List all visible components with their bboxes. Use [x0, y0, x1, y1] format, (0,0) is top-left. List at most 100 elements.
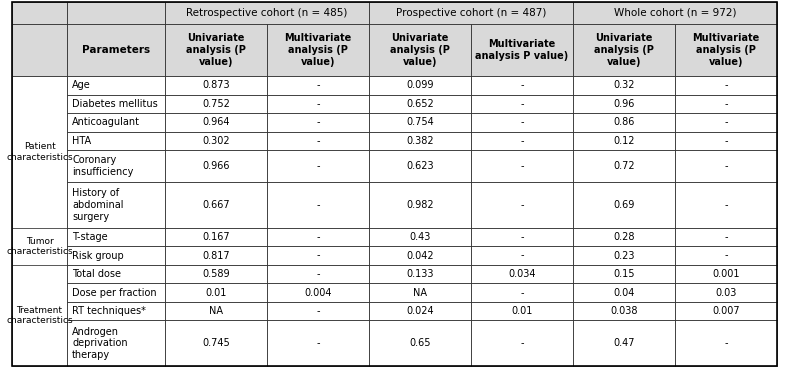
Bar [675, 150, 777, 182]
Text: 0.752: 0.752 [202, 99, 230, 109]
Bar [675, 228, 777, 246]
Bar [67, 283, 165, 302]
Text: -: - [316, 232, 320, 242]
Bar [267, 246, 369, 265]
Bar [369, 246, 471, 265]
Text: 0.652: 0.652 [406, 99, 434, 109]
Bar [675, 228, 777, 246]
Bar [165, 265, 267, 283]
Text: 0.745: 0.745 [202, 338, 230, 348]
Bar [165, 113, 267, 132]
Text: 0.667: 0.667 [202, 200, 230, 210]
Bar [267, 265, 369, 283]
Bar [12, 265, 67, 366]
Bar [67, 113, 165, 132]
Text: Anticoagulant: Anticoagulant [72, 117, 140, 127]
Bar [675, 94, 777, 113]
Text: 0.03: 0.03 [716, 288, 737, 298]
Text: -: - [316, 251, 320, 261]
Bar [471, 321, 573, 366]
Bar [573, 321, 675, 366]
Bar [573, 2, 777, 24]
Bar [675, 283, 777, 302]
Text: Multivariate
analysis P value): Multivariate analysis P value) [476, 39, 569, 61]
Bar [165, 246, 267, 265]
Text: -: - [724, 99, 727, 109]
Bar [471, 150, 573, 182]
Text: 0.964: 0.964 [202, 117, 230, 127]
Bar [369, 321, 471, 366]
Bar [369, 228, 471, 246]
Text: 0.69: 0.69 [613, 200, 634, 210]
Text: 0.034: 0.034 [508, 269, 536, 279]
Bar [675, 132, 777, 150]
Bar [12, 2, 67, 24]
Bar [573, 283, 675, 302]
Bar [573, 302, 675, 321]
Text: -: - [316, 161, 320, 171]
Bar [573, 246, 675, 265]
Bar [369, 265, 471, 283]
Bar [675, 321, 777, 366]
Bar [573, 2, 777, 24]
Bar [267, 76, 369, 94]
Text: Treatment
characteristics: Treatment characteristics [6, 306, 73, 325]
Bar [675, 302, 777, 321]
Text: Whole cohort (n = 972): Whole cohort (n = 972) [614, 8, 736, 18]
Bar [67, 265, 165, 283]
Text: 0.873: 0.873 [202, 80, 230, 90]
Bar [369, 132, 471, 150]
Text: Multivariate
analysis (P
value): Multivariate analysis (P value) [693, 34, 760, 66]
Bar [267, 321, 369, 366]
Text: 0.099: 0.099 [406, 80, 434, 90]
Bar [369, 132, 471, 150]
Text: -: - [520, 232, 524, 242]
Text: Univariate
analysis (P
value): Univariate analysis (P value) [594, 34, 654, 66]
Bar [471, 24, 573, 76]
Bar [267, 246, 369, 265]
Bar [67, 24, 165, 76]
Text: -: - [724, 200, 727, 210]
Bar [369, 94, 471, 113]
Bar [369, 2, 573, 24]
Text: HTA: HTA [72, 136, 91, 146]
Text: -: - [316, 117, 320, 127]
Text: Age: Age [72, 80, 91, 90]
Text: -: - [316, 80, 320, 90]
Text: -: - [316, 99, 320, 109]
Bar [675, 76, 777, 94]
Text: History of
abdominal
surgery: History of abdominal surgery [72, 189, 124, 221]
Bar [267, 113, 369, 132]
Text: 0.038: 0.038 [610, 306, 638, 316]
Bar [67, 246, 165, 265]
Bar [369, 246, 471, 265]
Text: 0.817: 0.817 [202, 251, 230, 261]
Bar [67, 228, 165, 246]
Text: -: - [724, 117, 727, 127]
Bar [573, 246, 675, 265]
Bar [573, 321, 675, 366]
Bar [369, 76, 471, 94]
Bar [12, 228, 67, 265]
Text: -: - [316, 269, 320, 279]
Bar [369, 302, 471, 321]
Bar [573, 228, 675, 246]
Text: Patient
characteristics: Patient characteristics [6, 142, 73, 162]
Bar [67, 302, 165, 321]
Bar [165, 228, 267, 246]
Bar [675, 246, 777, 265]
Text: RT techniques*: RT techniques* [72, 306, 146, 316]
Bar [67, 182, 165, 228]
Text: 0.004: 0.004 [305, 288, 331, 298]
Text: 0.167: 0.167 [202, 232, 230, 242]
Bar [471, 113, 573, 132]
Bar [675, 113, 777, 132]
Bar [573, 113, 675, 132]
Bar [471, 265, 573, 283]
Bar [67, 113, 165, 132]
Text: 0.042: 0.042 [406, 251, 434, 261]
Text: 0.28: 0.28 [613, 232, 634, 242]
Bar [267, 94, 369, 113]
Bar [67, 2, 165, 24]
Bar [67, 321, 165, 366]
